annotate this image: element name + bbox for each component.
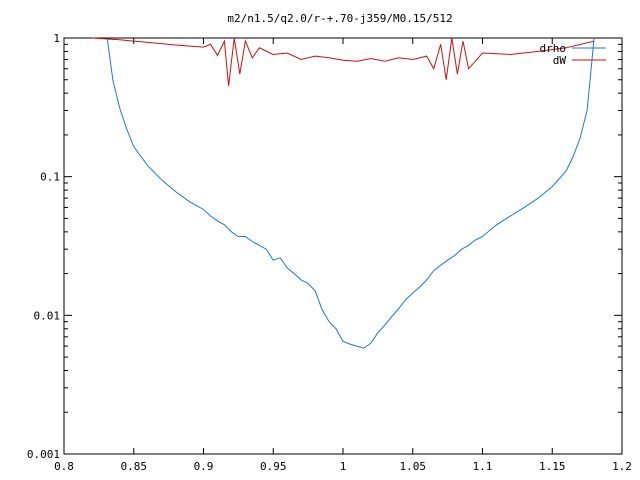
chart-title: m2/n1.5/q2.0/r-+.70-j359/M0.15/512 xyxy=(227,12,452,25)
y-axis: 0.001 0.01 0.1 1 xyxy=(27,32,622,461)
series-line-drho xyxy=(106,37,595,349)
x-tick-label-5: 1.05 xyxy=(400,460,427,473)
y-tick-label-1: 0.01 xyxy=(34,309,61,322)
x-tick-label-7: 1.15 xyxy=(539,460,566,473)
plot-frame xyxy=(63,37,623,455)
x-tick-label-2: 0.9 xyxy=(194,460,214,473)
x-axis: 0.8 0.85 0.9 0.95 1 1.05 1.1 1.15 1.2 xyxy=(54,38,632,473)
legend-label-drho: drho xyxy=(540,42,567,55)
x-tick-label-8: 1.2 xyxy=(612,460,632,473)
y-tick-label-2: 0.1 xyxy=(40,171,60,184)
y-tick-label-0: 0.001 xyxy=(27,448,60,461)
legend-label-dW: dW xyxy=(553,54,567,67)
x-tick-label-1: 0.85 xyxy=(121,460,148,473)
x-tick-label-6: 1.1 xyxy=(473,460,493,473)
y-tick-label-3: 1 xyxy=(53,32,60,45)
series-layer xyxy=(91,37,595,349)
series-line-dW xyxy=(91,37,595,87)
x-tick-label-3: 0.95 xyxy=(260,460,287,473)
x-tick-label-0: 0.8 xyxy=(54,460,74,473)
x-tick-label-4: 1 xyxy=(340,460,347,473)
